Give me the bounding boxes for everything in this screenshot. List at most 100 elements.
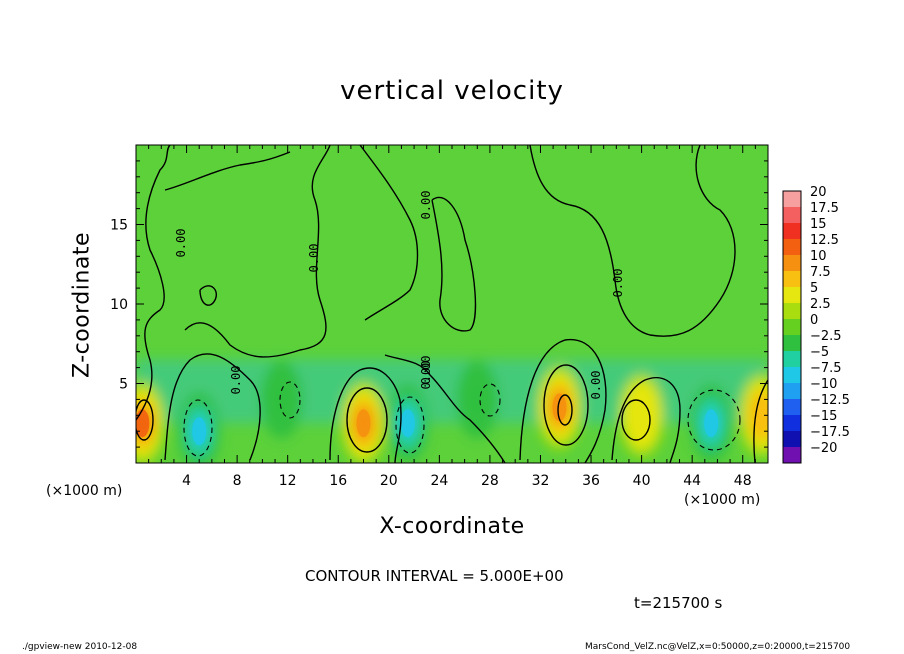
x-axis-label: X-coordinate bbox=[379, 514, 525, 539]
zero-contours bbox=[136, 145, 768, 463]
zero-contour bbox=[753, 379, 768, 463]
contour-label: 0.00 bbox=[611, 269, 625, 298]
colorbar-label: −12.5 bbox=[810, 393, 850, 408]
contour-labels: 0.000.000.000.000.000.000.000.00 bbox=[174, 191, 625, 400]
colorbar-swatch bbox=[783, 383, 801, 399]
x-tick-label: 36 bbox=[582, 473, 600, 489]
x-unit-label-left: (×1000 m) bbox=[46, 483, 123, 499]
y-axis-ticks: 5 10 15 bbox=[110, 160, 768, 448]
x-tick-label: 44 bbox=[683, 473, 701, 489]
colorbar-label: 0 bbox=[810, 313, 818, 328]
contour-label: 0.00 bbox=[419, 356, 433, 385]
updraft-core bbox=[754, 401, 768, 430]
x-tick-label: 48 bbox=[734, 473, 752, 489]
contour-downdraft bbox=[279, 381, 301, 419]
footer-right: MarsCond_VelZ.nc@VelZ,x=0:50000,z=0:2000… bbox=[585, 642, 851, 652]
y-tick-label: 10 bbox=[110, 297, 128, 313]
colorbar-label: −20 bbox=[810, 441, 837, 456]
colorbar-label: 5 bbox=[810, 281, 818, 296]
colorbar-swatch bbox=[783, 367, 801, 383]
x-tick-label: 12 bbox=[279, 473, 297, 489]
footer-left: ./gpview-new 2010-12-08 bbox=[22, 642, 138, 652]
downdraft-core bbox=[400, 409, 415, 438]
updraft-core bbox=[634, 401, 649, 430]
zero-contour bbox=[329, 367, 402, 463]
contour-downdraft bbox=[687, 389, 741, 451]
colorbar-swatch bbox=[783, 399, 801, 415]
contour-downdraft bbox=[395, 396, 425, 454]
colorbar-label: −5 bbox=[810, 345, 829, 360]
inner-contours bbox=[136, 364, 651, 453]
colorbar-label: 12.5 bbox=[810, 233, 839, 248]
contour-updraft bbox=[543, 364, 589, 446]
x-tick-label: 32 bbox=[532, 473, 550, 489]
updraft-core bbox=[356, 409, 371, 438]
zero-contour bbox=[136, 145, 171, 421]
x-tick-label: 28 bbox=[481, 473, 499, 489]
contour-downdraft bbox=[479, 383, 501, 417]
downdraft-core bbox=[274, 385, 289, 414]
y-tick-label: 5 bbox=[119, 377, 128, 393]
contour-downdraft bbox=[183, 399, 213, 457]
x-tick-label: 24 bbox=[430, 473, 448, 489]
colorbar-label: −7.5 bbox=[810, 361, 842, 376]
colorbar-swatch bbox=[783, 303, 801, 319]
zero-contour bbox=[611, 376, 681, 463]
colorbar-swatch bbox=[783, 223, 801, 239]
contour-label: 0.00 bbox=[419, 361, 433, 390]
x-tick-label: 20 bbox=[380, 473, 398, 489]
colorbar-swatch bbox=[783, 415, 801, 431]
colorbar-swatch bbox=[783, 319, 801, 335]
colorbar-label: 2.5 bbox=[810, 297, 831, 312]
contour-updraft bbox=[621, 399, 651, 441]
colorbar-swatch bbox=[783, 271, 801, 287]
contour-label: 0.00 bbox=[229, 366, 243, 395]
colorbar-swatch bbox=[783, 207, 801, 223]
plot-area: 0.000.000.000.000.000.000.000.00 4 8 12 16 2… bbox=[110, 144, 769, 489]
colorbar-label: −17.5 bbox=[810, 425, 850, 440]
colorbar-swatch bbox=[783, 287, 801, 303]
contour-label: 0.00 bbox=[307, 244, 321, 273]
colorbar-swatch bbox=[783, 335, 801, 351]
x-unit-label-right: (×1000 m) bbox=[684, 492, 761, 508]
colorbar-swatch bbox=[783, 239, 801, 255]
x-tick-label: 8 bbox=[233, 473, 242, 489]
colorbar: 2017.51512.5107.552.50−2.5−5−7.5−10−12.5… bbox=[782, 185, 850, 464]
x-axis-ticks: 4 8 12 16 20 24 28 32 36 40 44 48 bbox=[148, 145, 756, 489]
x-tick-label: 16 bbox=[329, 473, 347, 489]
contour-label: 0.00 bbox=[174, 229, 188, 258]
zero-contour bbox=[184, 145, 331, 358]
colorbar-label: −15 bbox=[810, 409, 837, 424]
contour-updraft bbox=[346, 387, 388, 453]
zero-contour bbox=[164, 151, 291, 191]
colorbar-label: 15 bbox=[810, 217, 827, 232]
colorbar-label: 10 bbox=[810, 249, 827, 264]
zero-contour bbox=[199, 285, 217, 306]
colorbar-swatch bbox=[783, 191, 801, 207]
chart-title: vertical velocity bbox=[340, 76, 564, 106]
downdraft-core bbox=[704, 409, 719, 438]
zero-contour bbox=[519, 338, 607, 463]
contour-updraft-core bbox=[136, 399, 154, 441]
zero-contour bbox=[384, 354, 506, 463]
colorbar-label: 7.5 bbox=[810, 265, 831, 280]
colorbar-swatch bbox=[783, 351, 801, 367]
negative-contours bbox=[183, 381, 741, 457]
contour-label: 0.00 bbox=[419, 191, 433, 220]
contour-label: 0.00 bbox=[589, 371, 603, 400]
colorbar-swatch bbox=[783, 431, 801, 447]
colorbar-label: 17.5 bbox=[810, 201, 839, 216]
colorbar-label: 20 bbox=[810, 185, 827, 200]
colorbar-frame bbox=[782, 190, 802, 464]
x-tick-label: 4 bbox=[182, 473, 191, 489]
x-tick-label: 40 bbox=[633, 473, 651, 489]
colorbar-swatch bbox=[783, 447, 801, 463]
colorbar-label: −10 bbox=[810, 377, 837, 392]
colorbar-label: −2.5 bbox=[810, 329, 842, 344]
zero-contour bbox=[359, 145, 419, 321]
time-label: t=215700 s bbox=[634, 594, 723, 612]
contour-updraft-core bbox=[557, 394, 573, 426]
zero-contour bbox=[529, 145, 736, 337]
zero-contour bbox=[164, 353, 261, 461]
